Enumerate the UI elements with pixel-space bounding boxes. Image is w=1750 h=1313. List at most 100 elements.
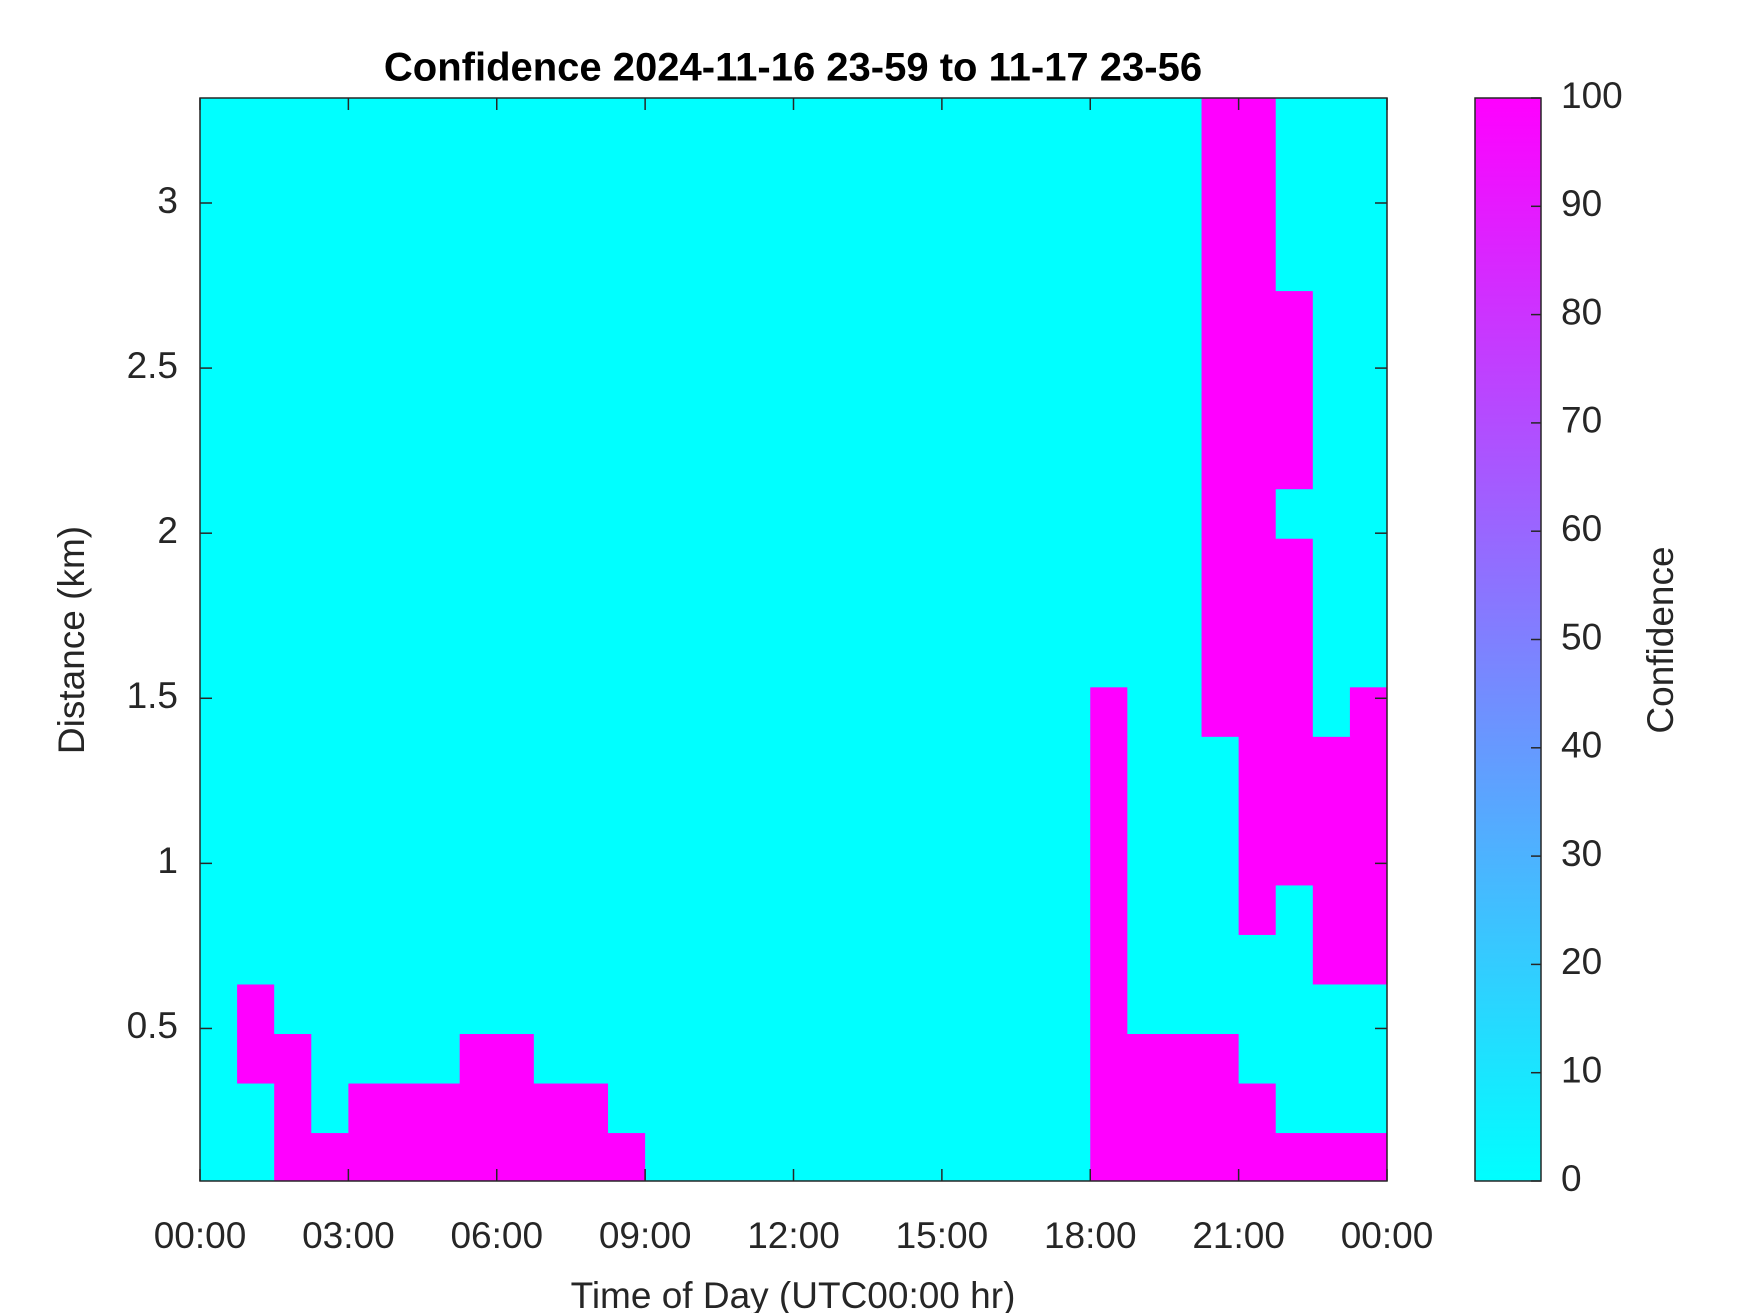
heatmap-cell: [941, 439, 980, 490]
heatmap-cell: [200, 1132, 238, 1181]
heatmap-cell: [793, 141, 832, 193]
heatmap-cell: [1349, 240, 1387, 292]
heatmap-cell: [867, 637, 906, 688]
heatmap-cell: [459, 141, 498, 193]
heatmap-cell: [200, 983, 238, 1035]
heatmap-cell: [1127, 191, 1166, 242]
heatmap-cell: [459, 290, 498, 341]
heatmap-cell: [719, 1033, 758, 1084]
heatmap-cell: [867, 1033, 906, 1084]
heatmap-cell: [1238, 538, 1277, 589]
heatmap-cell: [1053, 340, 1091, 391]
heatmap-cell: [422, 290, 461, 341]
heatmap-cell: [274, 1033, 312, 1084]
heatmap-cell: [867, 141, 906, 193]
heatmap-cell: [311, 488, 349, 539]
heatmap-cell: [496, 736, 535, 787]
heatmap-cell: [570, 290, 609, 341]
heatmap-cell: [1201, 934, 1240, 985]
heatmap-cell: [719, 340, 758, 391]
heatmap-cell: [904, 240, 943, 292]
heatmap-cell: [1238, 191, 1277, 242]
heatmap-cell: [1349, 1033, 1387, 1084]
heatmap-cell: [422, 191, 461, 242]
heatmap-cell: [1238, 884, 1277, 935]
heatmap-cell: [1053, 835, 1091, 886]
heatmap-cell: [570, 488, 609, 539]
heatmap-cell: [682, 983, 720, 1035]
heatmap-cell: [385, 538, 424, 589]
heatmap-cell: [348, 389, 387, 440]
heatmap-cell: [459, 1033, 498, 1084]
heatmap-cell: [793, 637, 832, 688]
heatmap-cell: [1275, 1082, 1314, 1134]
heatmap-cell: [348, 191, 387, 242]
heatmap-cell: [904, 785, 943, 836]
heatmap-cell: [1201, 637, 1240, 688]
heatmap-cell: [237, 587, 275, 638]
colorbar-tick-label: 90: [1561, 183, 1602, 224]
heatmap-cell: [496, 637, 535, 688]
heatmap-cell: [793, 736, 832, 787]
heatmap-cell: [830, 637, 869, 688]
heatmap-cell: [422, 340, 461, 391]
heatmap-cell: [1016, 488, 1054, 539]
heatmap-cell: [570, 587, 609, 638]
heatmap-cell: [978, 240, 1017, 292]
heatmap-cell: [1016, 835, 1054, 886]
heatmap-cell: [533, 538, 572, 589]
heatmap-cell: [348, 538, 387, 589]
colorbar-tick-label: 70: [1561, 400, 1602, 441]
heatmap-cell: [719, 389, 758, 440]
heatmap-cell: [941, 240, 980, 292]
heatmap-cell: [311, 538, 349, 589]
heatmap-cell: [1164, 785, 1203, 836]
heatmap-cell: [645, 389, 683, 440]
heatmap-cell: [1016, 785, 1054, 836]
heatmap-cell: [1312, 439, 1351, 490]
heatmap-cell: [645, 934, 683, 985]
heatmap-cell: [1053, 141, 1091, 193]
heatmap-cell: [1349, 686, 1387, 737]
heatmap-cell: [645, 98, 683, 143]
heatmap-cell: [1201, 240, 1240, 292]
heatmap-cell: [1312, 290, 1351, 341]
heatmap-cell: [867, 389, 906, 440]
heatmap-cell: [459, 835, 498, 886]
heatmap-cell: [1349, 884, 1387, 935]
heatmap-cell: [274, 538, 312, 589]
heatmap-cell: [904, 587, 943, 638]
heatmap-cell: [570, 340, 609, 391]
heatmap-cell: [1164, 389, 1203, 440]
heatmap-cell: [1090, 884, 1128, 935]
heatmap-cell: [904, 1082, 943, 1134]
heatmap-cell: [1349, 1082, 1387, 1134]
heatmap-cell: [608, 884, 646, 935]
heatmap-cell: [496, 835, 535, 886]
heatmap-cell: [422, 439, 461, 490]
heatmap-cell: [1164, 637, 1203, 688]
heatmap-cell: [1201, 538, 1240, 589]
x-tick-label: 00:00: [1341, 1215, 1434, 1256]
heatmap-cell: [1164, 439, 1203, 490]
heatmap-cell: [756, 785, 795, 836]
heatmap-cell: [1349, 587, 1387, 638]
heatmap-cell: [385, 488, 424, 539]
y-tick-label: 0.5: [127, 1005, 178, 1046]
heatmap-cell: [645, 835, 683, 886]
heatmap-cell: [1164, 835, 1203, 886]
heatmap-cell: [1201, 389, 1240, 440]
heatmap-cell: [1016, 587, 1054, 638]
heatmap-cell: [237, 340, 275, 391]
heatmap-cell: [1127, 538, 1166, 589]
heatmap-cell: [385, 934, 424, 985]
heatmap-cell: [311, 884, 349, 935]
heatmap-cell: [830, 98, 869, 143]
colorbar-tick-label: 40: [1561, 725, 1602, 766]
heatmap-cell: [496, 1082, 535, 1134]
heatmap-cell: [830, 191, 869, 242]
heatmap-cell: [570, 240, 609, 292]
heatmap-cell: [422, 934, 461, 985]
heatmap-cell: [422, 686, 461, 737]
heatmap-cell: [237, 538, 275, 589]
